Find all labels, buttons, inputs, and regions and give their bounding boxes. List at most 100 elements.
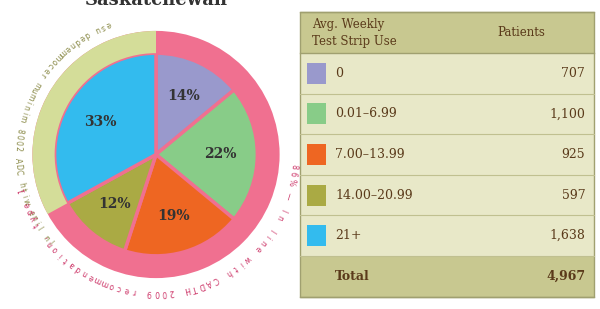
- Wedge shape: [67, 154, 156, 251]
- Text: r: r: [132, 286, 136, 296]
- Bar: [300, 175, 594, 215]
- Bar: [307, 103, 326, 125]
- Bar: [307, 63, 326, 84]
- Text: —: —: [283, 191, 293, 201]
- Text: e: e: [87, 272, 95, 282]
- Text: o: o: [49, 56, 59, 66]
- Text: d: d: [74, 264, 83, 274]
- Text: n: n: [21, 103, 31, 111]
- Text: i: i: [56, 251, 64, 259]
- Text: I: I: [278, 208, 287, 213]
- Text: 0.01–6.99: 0.01–6.99: [335, 108, 397, 121]
- Text: u: u: [28, 86, 38, 95]
- Text: 0: 0: [13, 140, 23, 145]
- Text: i: i: [23, 99, 32, 104]
- Text: 2: 2: [169, 287, 175, 297]
- Text: n: n: [28, 214, 38, 223]
- Wedge shape: [67, 154, 156, 251]
- Text: 14.00–20.99: 14.00–20.99: [335, 188, 413, 201]
- Bar: [300, 215, 594, 256]
- Text: t: t: [17, 188, 27, 193]
- Text: 19%: 19%: [158, 209, 190, 223]
- Text: 1,638: 1,638: [550, 229, 585, 242]
- Text: n: n: [41, 234, 51, 243]
- Text: Test Strip Use: Test Strip Use: [312, 35, 397, 48]
- Text: 925: 925: [562, 148, 585, 161]
- Text: n: n: [274, 213, 284, 222]
- Text: e: e: [41, 66, 51, 75]
- Bar: [300, 94, 594, 134]
- Text: n: n: [67, 40, 76, 50]
- Text: d: d: [82, 29, 91, 40]
- Text: c: c: [116, 283, 122, 293]
- Bar: [300, 12, 594, 53]
- Text: 8: 8: [15, 127, 25, 133]
- Text: m: m: [25, 91, 36, 101]
- Text: 12%: 12%: [99, 197, 131, 211]
- Text: 0: 0: [154, 288, 159, 298]
- Text: 9: 9: [146, 288, 152, 297]
- Text: t: t: [231, 264, 239, 273]
- Text: e: e: [25, 209, 35, 217]
- Text: i: i: [19, 194, 29, 199]
- Text: n: n: [258, 238, 268, 247]
- Text: %: %: [287, 177, 297, 186]
- Text: i: i: [19, 110, 29, 115]
- Text: 7.00–13.99: 7.00–13.99: [335, 148, 405, 161]
- Text: e: e: [62, 44, 71, 53]
- Text: e: e: [253, 243, 263, 253]
- Text: 707: 707: [562, 67, 585, 80]
- Text: 0: 0: [14, 133, 23, 139]
- Text: w: w: [242, 253, 252, 264]
- Text: 21+: 21+: [335, 229, 362, 242]
- Text: i: i: [263, 233, 272, 240]
- Text: 8: 8: [289, 164, 299, 169]
- Text: n: n: [45, 239, 55, 248]
- Text: m: m: [92, 274, 103, 286]
- Text: C: C: [14, 169, 23, 176]
- Wedge shape: [32, 31, 156, 214]
- Text: m: m: [17, 114, 28, 123]
- Text: h: h: [16, 181, 26, 188]
- Text: 0: 0: [161, 288, 167, 297]
- Text: e: e: [124, 285, 130, 295]
- Text: e: e: [22, 201, 32, 209]
- Text: A: A: [13, 158, 22, 163]
- Text: o: o: [50, 244, 60, 254]
- Text: p: p: [25, 208, 35, 216]
- Text: Avg. Weekly: Avg. Weekly: [312, 18, 384, 31]
- Bar: [300, 53, 594, 94]
- Text: 0: 0: [335, 67, 343, 80]
- Text: 33%: 33%: [85, 115, 117, 129]
- Text: s: s: [100, 22, 107, 32]
- Text: m: m: [31, 80, 42, 91]
- Text: w: w: [20, 197, 31, 206]
- Bar: [300, 134, 594, 175]
- Text: i: i: [32, 221, 41, 227]
- Text: h: h: [224, 267, 233, 277]
- Bar: [307, 144, 326, 165]
- Text: e: e: [105, 19, 112, 29]
- Text: I: I: [46, 240, 54, 247]
- Text: m: m: [57, 47, 68, 58]
- Text: 2: 2: [13, 146, 22, 151]
- Bar: [307, 184, 326, 206]
- Text: H: H: [183, 285, 191, 294]
- Wedge shape: [125, 154, 234, 256]
- Text: T: T: [191, 283, 197, 293]
- Wedge shape: [125, 154, 234, 256]
- Text: 6: 6: [288, 171, 298, 177]
- Bar: [300, 256, 594, 297]
- Wedge shape: [156, 53, 234, 154]
- Text: m: m: [100, 277, 110, 289]
- Text: 22%: 22%: [204, 147, 236, 162]
- Text: r: r: [38, 71, 47, 79]
- Text: n: n: [80, 268, 89, 278]
- Text: 597: 597: [562, 188, 585, 201]
- Text: Saskatchewan: Saskatchewan: [85, 0, 227, 9]
- Wedge shape: [55, 53, 156, 203]
- Text: u: u: [94, 24, 101, 34]
- Text: D: D: [13, 163, 23, 170]
- Text: C: C: [211, 274, 220, 285]
- Text: i: i: [238, 260, 245, 268]
